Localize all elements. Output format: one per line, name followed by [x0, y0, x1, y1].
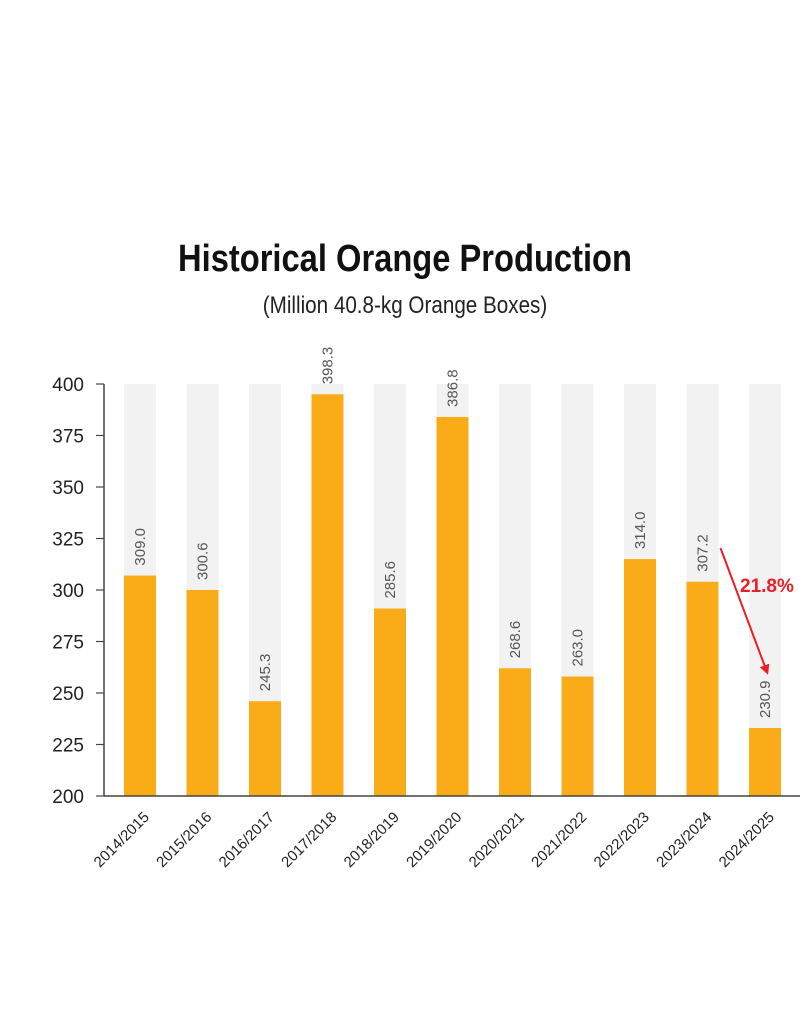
- x-tick-label: 2020/2021: [466, 809, 528, 871]
- data-label: 309.0: [132, 528, 149, 566]
- data-label: 230.9: [757, 680, 774, 718]
- bar-2014-2015: [124, 575, 156, 796]
- y-tick-label: 375: [52, 427, 84, 448]
- data-label: 398.3: [320, 347, 337, 385]
- y-tick-label: 250: [52, 684, 84, 705]
- y-tick-label: 275: [52, 633, 84, 654]
- change-arrow: [719, 547, 770, 675]
- change-percent-label: 21.8%: [740, 576, 794, 597]
- bar-2018-2019: [374, 608, 406, 796]
- data-label: 386.8: [445, 369, 462, 407]
- y-tick-label: 400: [52, 375, 84, 396]
- data-label: 245.3: [257, 654, 274, 692]
- bar-2020-2021: [499, 668, 531, 796]
- x-tick-label: 2014/2015: [91, 809, 153, 871]
- x-tick-label: 2023/2024: [653, 809, 715, 871]
- chart-subtitle: (Million 40.8-kg Orange Boxes): [262, 292, 548, 319]
- x-tick-label: 2016/2017: [216, 809, 278, 871]
- x-tick-label: 2024/2025: [716, 809, 778, 871]
- y-tick-label: 300: [52, 581, 84, 602]
- data-label: 285.6: [382, 561, 399, 599]
- chart-title: Historical Orange Production: [178, 238, 632, 280]
- bar-2022-2023: [624, 559, 656, 796]
- data-label: 307.2: [695, 534, 712, 572]
- x-tick-label: 2019/2020: [403, 809, 465, 871]
- x-axis: 2014/2015 2015/2016 2016/2017 2017/2018 2018…: [91, 795, 800, 871]
- x-tick-label: 2015/2016: [153, 809, 215, 871]
- data-label: 300.6: [195, 542, 212, 580]
- x-tick-label: 2017/2018: [278, 809, 340, 871]
- bar-2019-2020: [436, 416, 469, 796]
- y-axis: 200 225 250 275 300 325 350 375 400: [52, 375, 105, 808]
- bar-2024-2025: [749, 728, 781, 796]
- bar-2015-2016: [186, 590, 219, 796]
- bar-track: [749, 384, 781, 796]
- x-tick-label: 2022/2023: [591, 809, 653, 871]
- change-annotation: 21.8%: [719, 547, 794, 675]
- bar-2017-2018: [311, 394, 344, 796]
- bar-2023-2024: [686, 581, 719, 796]
- data-label: 314.0: [632, 512, 649, 550]
- bar-2016-2017: [249, 701, 281, 796]
- x-tick-label: 2021/2022: [528, 809, 590, 871]
- x-tick-label: 2018/2019: [341, 809, 403, 871]
- y-tick-label: 225: [52, 736, 84, 757]
- y-tick-label: 200: [52, 787, 84, 808]
- bar-2021-2022: [561, 676, 594, 796]
- data-label: 263.0: [570, 629, 587, 667]
- y-tick-label: 350: [52, 478, 84, 499]
- bars: [124, 394, 781, 796]
- y-tick-label: 325: [52, 530, 84, 551]
- data-label: 268.6: [507, 621, 524, 659]
- value-labels: 309.0 300.6 245.3 398.3 285.6 386.8 268.6 263.0…: [132, 347, 774, 718]
